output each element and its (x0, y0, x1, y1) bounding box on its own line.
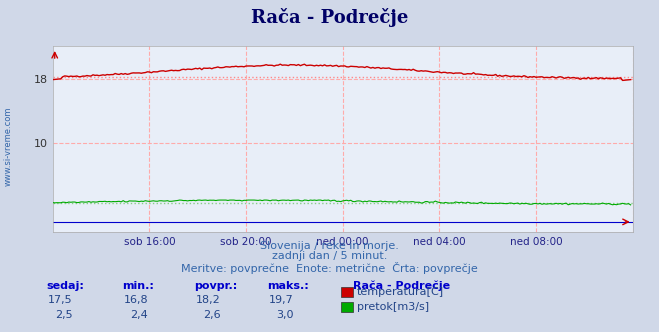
Text: Slovenija / reke in morje.: Slovenija / reke in morje. (260, 241, 399, 251)
Text: 2,5: 2,5 (55, 310, 72, 320)
Text: maks.:: maks.: (267, 281, 308, 290)
Text: pretok[m3/s]: pretok[m3/s] (357, 302, 429, 312)
Text: zadnji dan / 5 minut.: zadnji dan / 5 minut. (272, 251, 387, 261)
Text: Meritve: povprečne  Enote: metrične  Črta: povprečje: Meritve: povprečne Enote: metrične Črta:… (181, 262, 478, 274)
Text: Rača - Podrečje: Rača - Podrečje (353, 281, 449, 291)
Bar (341, 302, 353, 312)
Text: sedaj:: sedaj: (46, 281, 84, 290)
Text: 19,7: 19,7 (268, 295, 293, 305)
Text: temperatura[C]: temperatura[C] (357, 287, 444, 297)
Text: 17,5: 17,5 (48, 295, 72, 305)
Text: www.si-vreme.com: www.si-vreme.com (3, 106, 13, 186)
Text: povpr.:: povpr.: (194, 281, 238, 290)
Text: 16,8: 16,8 (124, 295, 148, 305)
Text: Rača - Podrečje: Rača - Podrečje (251, 8, 408, 27)
Text: 2,6: 2,6 (203, 310, 221, 320)
Text: min.:: min.: (122, 281, 154, 290)
Text: 3,0: 3,0 (275, 310, 293, 320)
Text: 18,2: 18,2 (196, 295, 221, 305)
Bar (341, 287, 353, 297)
Text: 2,4: 2,4 (130, 310, 148, 320)
